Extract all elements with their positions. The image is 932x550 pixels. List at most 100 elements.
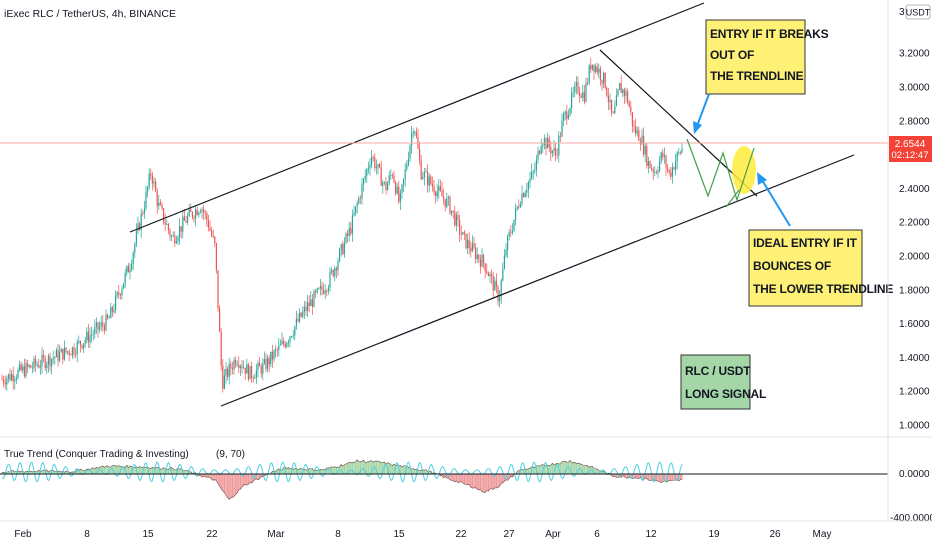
candle-body [135,231,137,244]
currency-badge[interactable] [905,4,931,20]
candle-body [68,351,70,355]
candle-body [318,288,320,290]
candle-body [649,161,651,169]
candle-body [537,150,539,160]
candle-body [27,363,29,367]
candle-body [446,198,448,207]
candle-body [339,249,341,262]
candle-body [47,355,49,365]
candle-body [599,68,601,80]
note-breakout-box [705,19,806,95]
candle-body [444,199,446,207]
candle-body [123,283,125,289]
candle-body [427,171,429,186]
candle-body [22,366,24,371]
osc-tick-min: -400.0000 [890,513,932,524]
candle-body [428,176,430,186]
candle-body [447,197,449,199]
candle-body [468,239,470,249]
candle-body [323,289,325,294]
candle-body [396,186,398,194]
time-tick-0: Feb [14,529,32,540]
candle-body [302,311,304,317]
candle-body [252,377,254,379]
note-breakout-line-2: OUT OF [710,48,754,62]
candle-body [651,168,653,170]
candle-body [492,275,494,291]
candle-body [457,214,459,220]
candle-body [11,374,13,380]
candle-body [295,318,297,327]
candle-body [259,363,261,367]
candle-body [503,255,505,269]
candle-body [75,354,77,355]
candle-body [223,375,225,389]
candle-body [367,167,369,170]
candle-body [363,178,365,185]
candle-body [681,148,683,153]
candle-body [175,240,177,244]
candle-body [343,242,345,255]
candle-body [620,83,622,93]
candle-body [508,232,510,236]
candle-body [207,220,209,228]
candle-body [483,254,485,264]
note-bounce-line-1: IDEAL ENTRY IF IT [753,236,858,250]
candle-body [219,307,221,332]
candle-body [153,181,155,184]
candle-body [206,213,208,221]
candle-body [679,151,681,153]
candle-body [571,92,573,109]
candle-body [150,173,152,176]
candle-body [260,366,262,374]
candle-body [271,351,273,360]
candle-body [166,224,168,225]
candle-body [217,270,219,308]
candle-body [371,157,373,165]
candle-body [191,212,193,218]
candle-body [127,266,129,273]
candle-body [561,120,563,137]
note-bounce-line-3: THE LOWER TRENDLINE [753,282,893,296]
candle-body [1,379,3,381]
candle-body [228,363,230,378]
candle-body [308,302,310,307]
candle-body [20,364,22,371]
candle-body [161,205,163,209]
candle-body [374,157,376,169]
candle-body [593,64,595,72]
candle-body [270,351,272,365]
candle-body [137,223,139,232]
candle-body [99,326,101,330]
upper-channel-line [129,2,705,233]
candle-body [108,317,110,319]
candle-body [172,235,174,237]
candle-body [521,193,523,204]
candle-body [543,138,545,146]
price-tick-10: 3.0000 [899,83,930,94]
candle-body [91,334,93,336]
candle-body [6,378,8,385]
candle-body [300,312,302,317]
candle-body [595,66,597,72]
time-axis[interactable]: Feb 8 15 22 Mar 8 15 22 27 Apr 6 12 19 26 May [14,529,831,540]
price-tick-5: 2.0000 [899,252,930,263]
candle-body [315,291,317,293]
candle-body [475,247,477,259]
candle-body [569,108,571,115]
candle-body [303,306,305,312]
annotation-bounce: IDEAL ENTRY IF IT BOUNCES OF THE LOWER T… [748,229,894,307]
candle-body [515,208,517,220]
candle-body [574,86,576,93]
time-tick-10: 6 [594,529,600,540]
last-price-badge [889,136,932,162]
candle-body [435,192,437,197]
candle-body [390,174,392,176]
candle-body [401,184,403,194]
candle-body [619,83,621,91]
candle-body [415,131,417,137]
candle-body [73,347,75,355]
candle-body [62,348,64,360]
candle-body [89,335,91,343]
